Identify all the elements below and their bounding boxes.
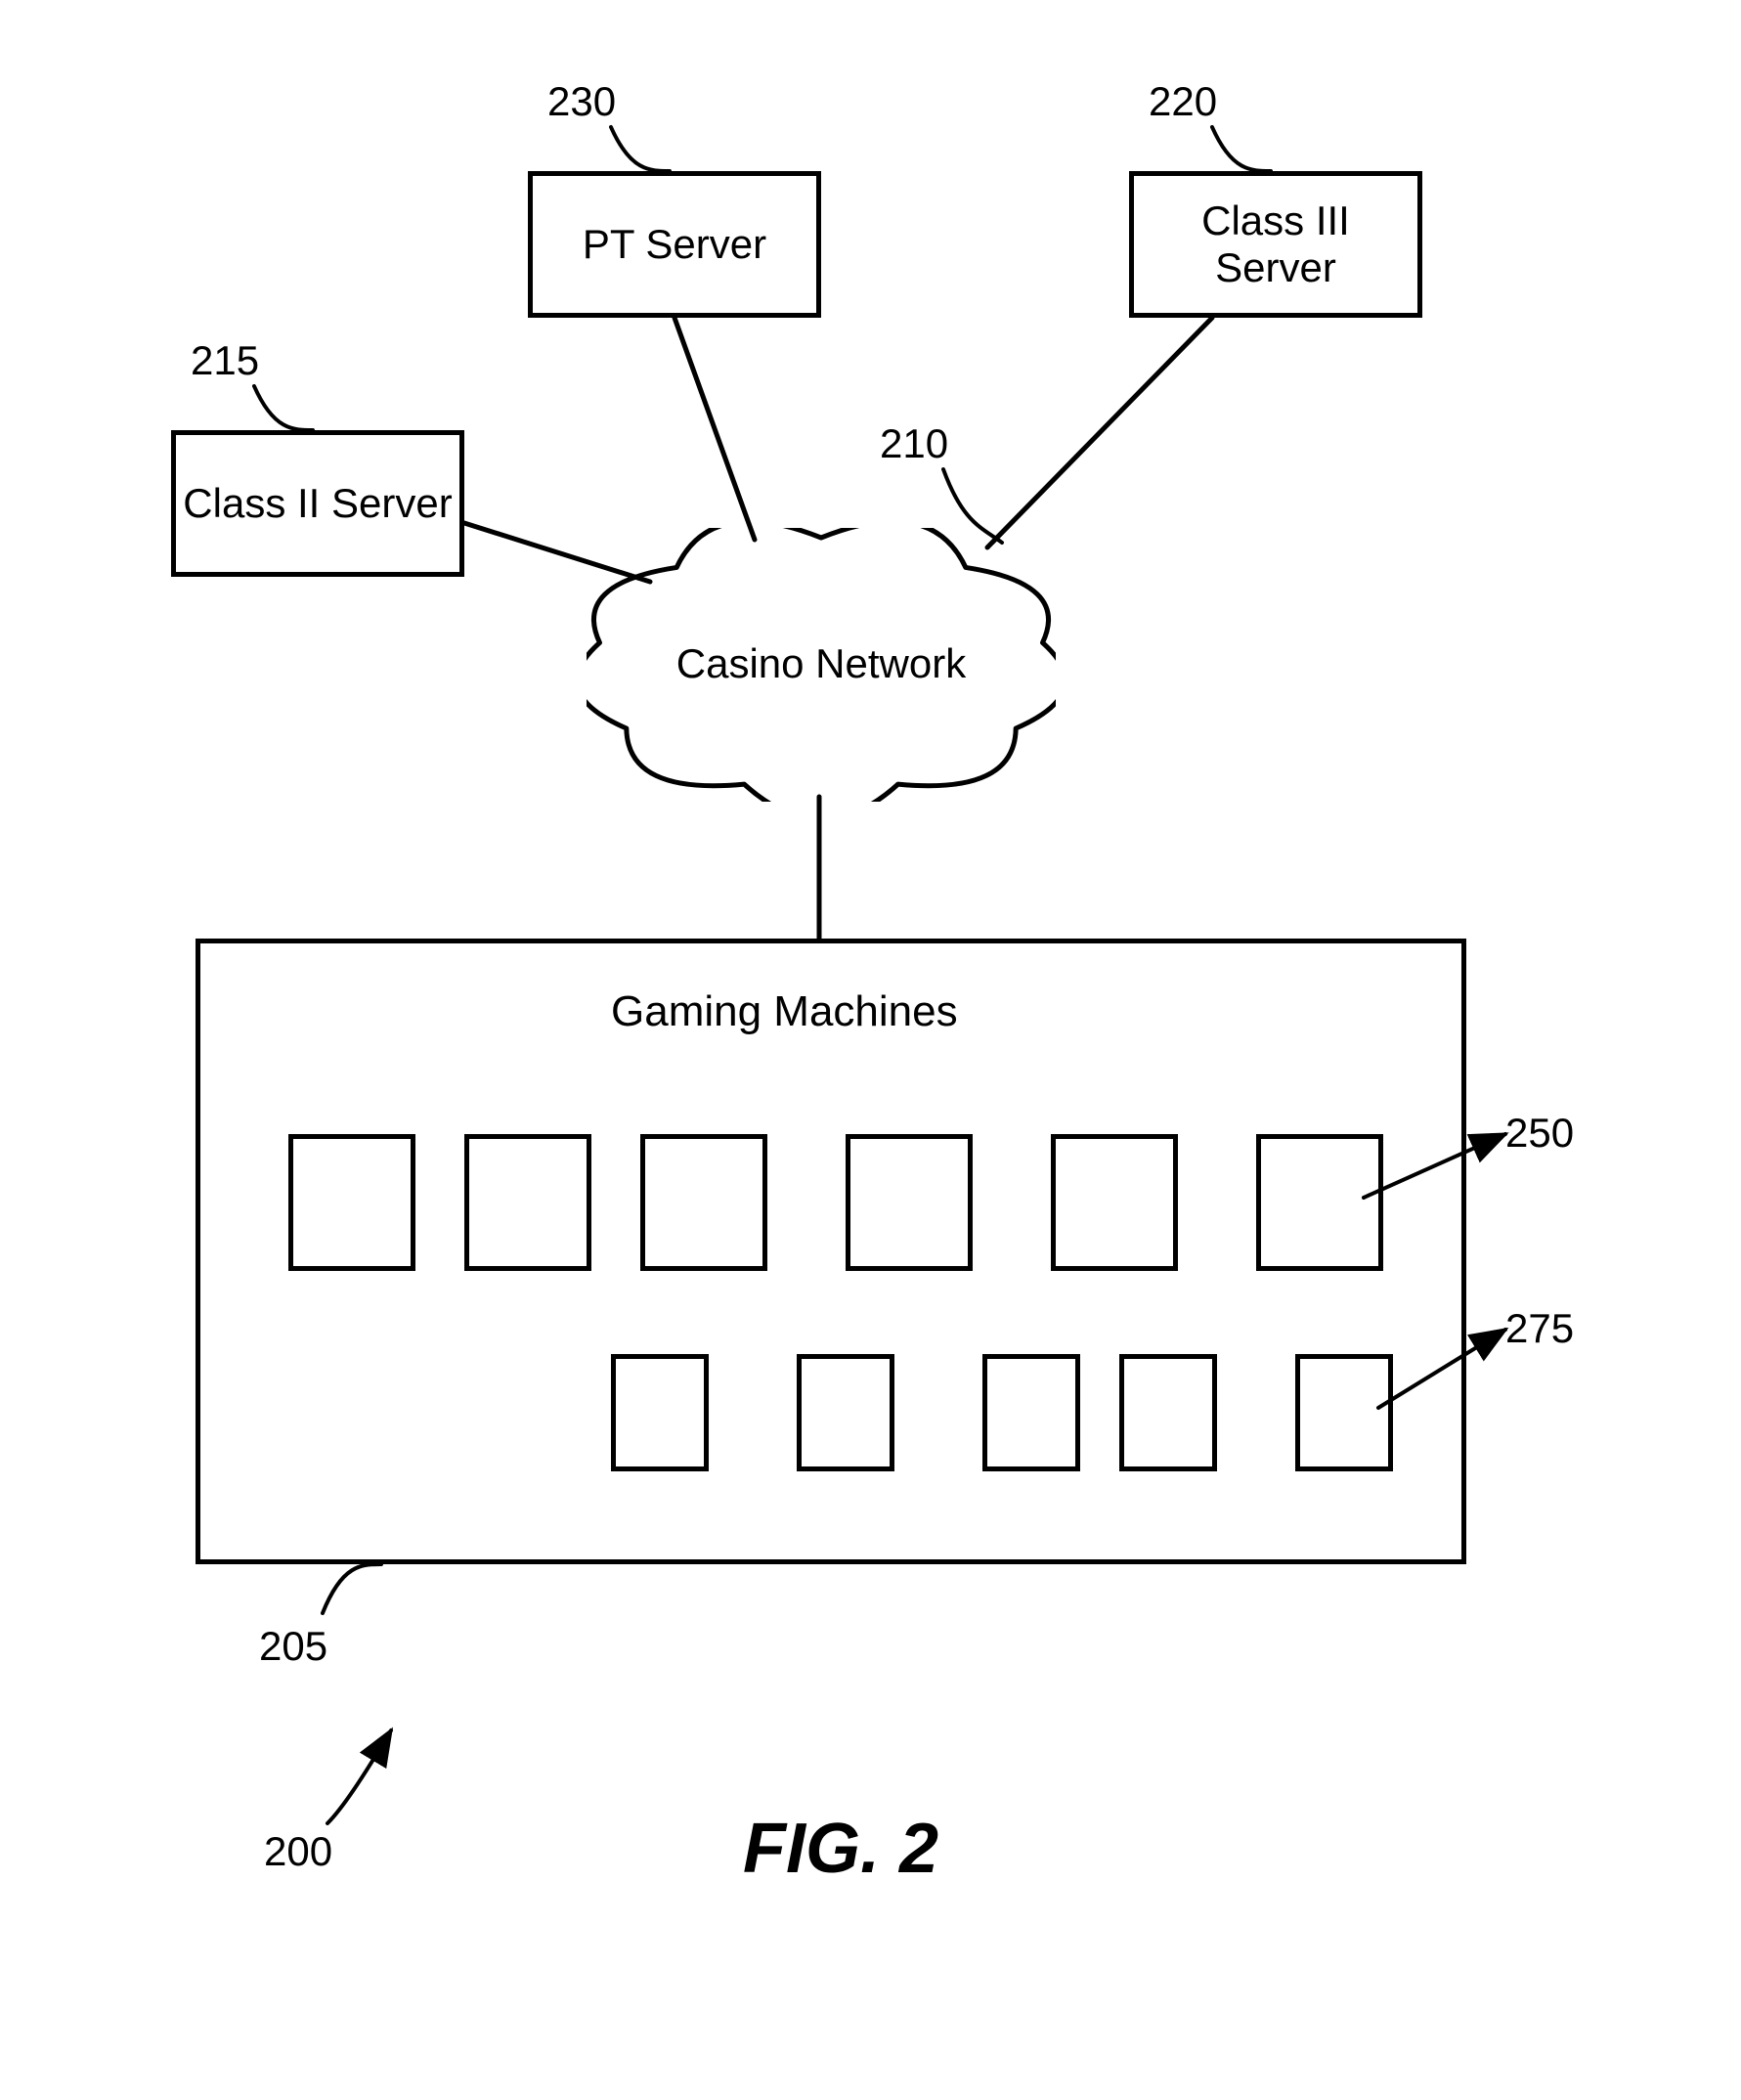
gaming-machines-container: Gaming Machines xyxy=(196,939,1466,1564)
gaming-machine-row2 xyxy=(982,1354,1080,1471)
gaming-machine-row2 xyxy=(1295,1354,1393,1471)
figure-caption: FIG. 2 xyxy=(743,1809,938,1889)
class-iii-server-box: Class IIIServer xyxy=(1129,171,1422,318)
casino-network-label: Casino Network xyxy=(587,640,1056,687)
pt-server-box: PT Server xyxy=(528,171,821,318)
gaming-machine-row2 xyxy=(1119,1354,1217,1471)
reference-number-250: 250 xyxy=(1505,1110,1574,1157)
class-iii-server-label: Class IIIServer xyxy=(1201,197,1350,292)
gaming-machine-row1 xyxy=(1256,1134,1383,1271)
reference-number-230: 230 xyxy=(547,78,616,125)
class-ii-server-box: Class II Server xyxy=(171,430,464,577)
reference-number-200: 200 xyxy=(264,1828,332,1875)
pt-server-label: PT Server xyxy=(583,221,766,268)
gaming-machine-row2 xyxy=(797,1354,894,1471)
gaming-machine-row1 xyxy=(640,1134,767,1271)
gaming-machine-row1 xyxy=(846,1134,973,1271)
gaming-machine-row2 xyxy=(611,1354,709,1471)
gaming-machine-row1 xyxy=(1051,1134,1178,1271)
reference-number-215: 215 xyxy=(191,337,259,384)
casino-network-cloud: Casino Network xyxy=(587,528,1056,802)
reference-number-220: 220 xyxy=(1149,78,1217,125)
reference-number-210: 210 xyxy=(880,420,948,467)
reference-number-275: 275 xyxy=(1505,1305,1574,1352)
gaming-machines-title: Gaming Machines xyxy=(611,987,958,1036)
gaming-machine-row1 xyxy=(288,1134,415,1271)
reference-number-205: 205 xyxy=(259,1623,327,1670)
gaming-machine-row1 xyxy=(464,1134,591,1271)
diagram-canvas: Class II Server PT Server Class IIIServe… xyxy=(0,0,1741,2100)
class-ii-server-label: Class II Server xyxy=(183,480,452,527)
